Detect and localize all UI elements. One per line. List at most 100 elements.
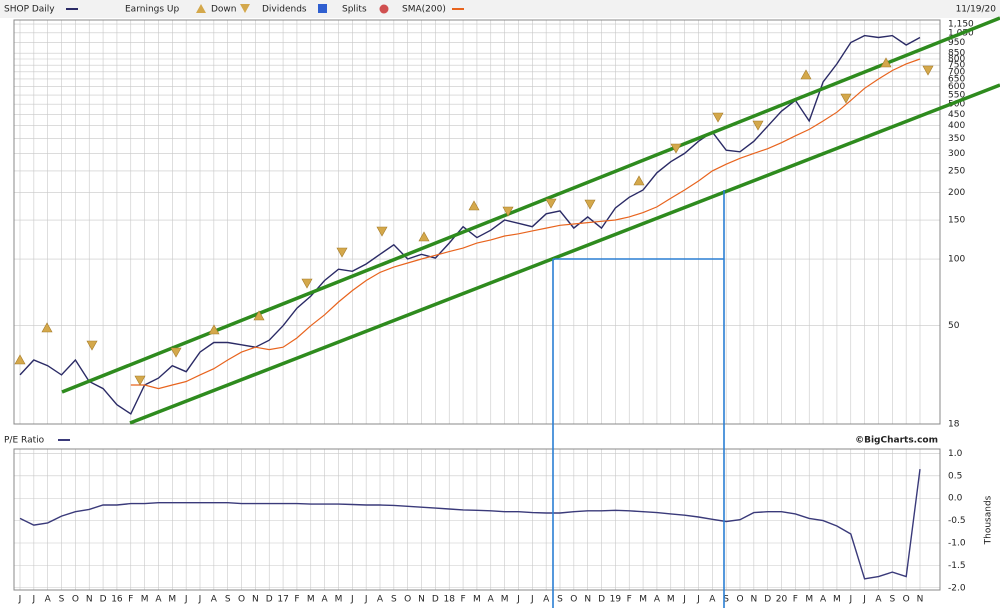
legend-label: Dividends <box>262 5 307 15</box>
x-tick-label: M <box>639 595 647 605</box>
x-tick-label: J <box>516 595 520 605</box>
x-tick-label: F <box>460 595 465 605</box>
x-tick-label: J <box>184 595 188 605</box>
y-tick-label: 800 <box>948 55 965 65</box>
x-tick-label: J <box>848 595 852 605</box>
series-line <box>130 58 921 390</box>
earnings-down-marker <box>336 247 348 258</box>
y-tick-label: 700 <box>948 67 965 77</box>
earnings-down-marker <box>712 112 724 123</box>
x-tick-label: N <box>418 595 425 605</box>
earnings-down-marker <box>922 65 934 76</box>
y-tick-label: 250 <box>948 166 965 176</box>
earnings-down-marker <box>545 198 557 209</box>
earnings-down-marker <box>670 143 682 154</box>
x-tick-label: J <box>32 595 36 605</box>
x-tick-label: O <box>903 595 910 605</box>
x-tick-label: 20 <box>776 595 788 605</box>
x-tick-label: A <box>211 595 218 605</box>
x-tick-label: N <box>584 595 591 605</box>
credit: ©BigCharts.com <box>855 436 938 446</box>
y-tick-label: 200 <box>948 188 965 198</box>
header-band <box>0 0 1000 18</box>
x-tick-label: M <box>501 595 509 605</box>
x-tick-label: J <box>350 595 354 605</box>
x-tick-label: A <box>488 595 495 605</box>
x-tick-label: F <box>128 595 133 605</box>
y-tick-label: 0.5 <box>948 471 962 481</box>
y-tick-label: 1,150 <box>948 20 974 30</box>
y-tick-label: 18 <box>948 420 960 430</box>
x-tick-label: M <box>335 595 343 605</box>
earnings-up-marker <box>468 200 480 211</box>
earnings-up-marker <box>41 322 53 333</box>
x-tick-label: S <box>889 595 895 605</box>
legend-label: Down <box>211 5 237 15</box>
x-tick-label: 19 <box>610 595 622 605</box>
x-tick-label: F <box>793 595 798 605</box>
x-tick-label: A <box>654 595 661 605</box>
x-tick-label: D <box>764 595 771 605</box>
x-tick-label: F <box>627 595 632 605</box>
y-tick-label: 750 <box>948 61 965 71</box>
x-tick-label: M <box>141 595 149 605</box>
x-tick-label: O <box>238 595 245 605</box>
trend-line <box>61 16 1000 394</box>
legend-icon <box>240 4 250 13</box>
earnings-down-marker <box>376 226 388 237</box>
x-tick-label: S <box>59 595 65 605</box>
x-tick-label: A <box>377 595 384 605</box>
legend-icon <box>196 4 206 13</box>
x-tick-label: D <box>598 595 605 605</box>
plot-frame <box>13 19 941 425</box>
earnings-up-marker <box>253 310 265 321</box>
x-tick-label: J <box>364 595 368 605</box>
legend-label: SHOP Daily <box>4 5 55 15</box>
x-tick-label: A <box>45 595 52 605</box>
legend-label: SMA(200) <box>402 5 446 15</box>
date-label: 11/19/20 <box>956 5 997 15</box>
x-tick-label: J <box>198 595 202 605</box>
x-tick-label: J <box>530 595 534 605</box>
x-tick-label: O <box>736 595 743 605</box>
x-tick-label: S <box>723 595 729 605</box>
y-tick-label: 850 <box>948 49 965 59</box>
y-tick-label: 350 <box>948 134 965 144</box>
earnings-down-marker <box>752 120 764 131</box>
x-tick-label: F <box>294 595 299 605</box>
x-tick-label: S <box>225 595 231 605</box>
y-tick-label: 450 <box>948 110 965 120</box>
y-tick-label: 0.0 <box>948 494 963 504</box>
earnings-down-marker <box>301 278 313 289</box>
legend-label: P/E Ratio <box>4 436 45 446</box>
y-tick-label: -2.0 <box>948 583 966 593</box>
x-tick-label: S <box>557 595 563 605</box>
x-tick-label: N <box>917 595 924 605</box>
legend-label: Earnings Up <box>125 5 180 15</box>
x-tick-label: 17 <box>277 595 288 605</box>
legend-label: Splits <box>342 5 367 15</box>
x-tick-label: A <box>322 595 329 605</box>
x-tick-label: M <box>307 595 315 605</box>
x-tick-label: D <box>100 595 107 605</box>
x-tick-label: A <box>543 595 550 605</box>
x-tick-label: M <box>168 595 176 605</box>
x-tick-label: J <box>862 595 866 605</box>
series-line <box>19 34 921 415</box>
x-tick-label: M <box>667 595 675 605</box>
legend-icon <box>379 4 389 14</box>
y-tick-label: 400 <box>948 121 965 131</box>
earnings-down-marker <box>170 347 182 358</box>
earnings-down-marker <box>86 340 98 351</box>
y-tick-label: 950 <box>948 38 965 48</box>
y-axis-title: Thousands <box>984 495 994 545</box>
y-tick-label: 300 <box>948 149 965 159</box>
y-tick-label: 650 <box>948 74 965 84</box>
legend-icon <box>318 4 327 13</box>
x-tick-label: J <box>682 595 686 605</box>
x-tick-label: 16 <box>111 595 123 605</box>
series-line <box>19 469 921 580</box>
y-tick-label: -0.5 <box>948 516 966 526</box>
